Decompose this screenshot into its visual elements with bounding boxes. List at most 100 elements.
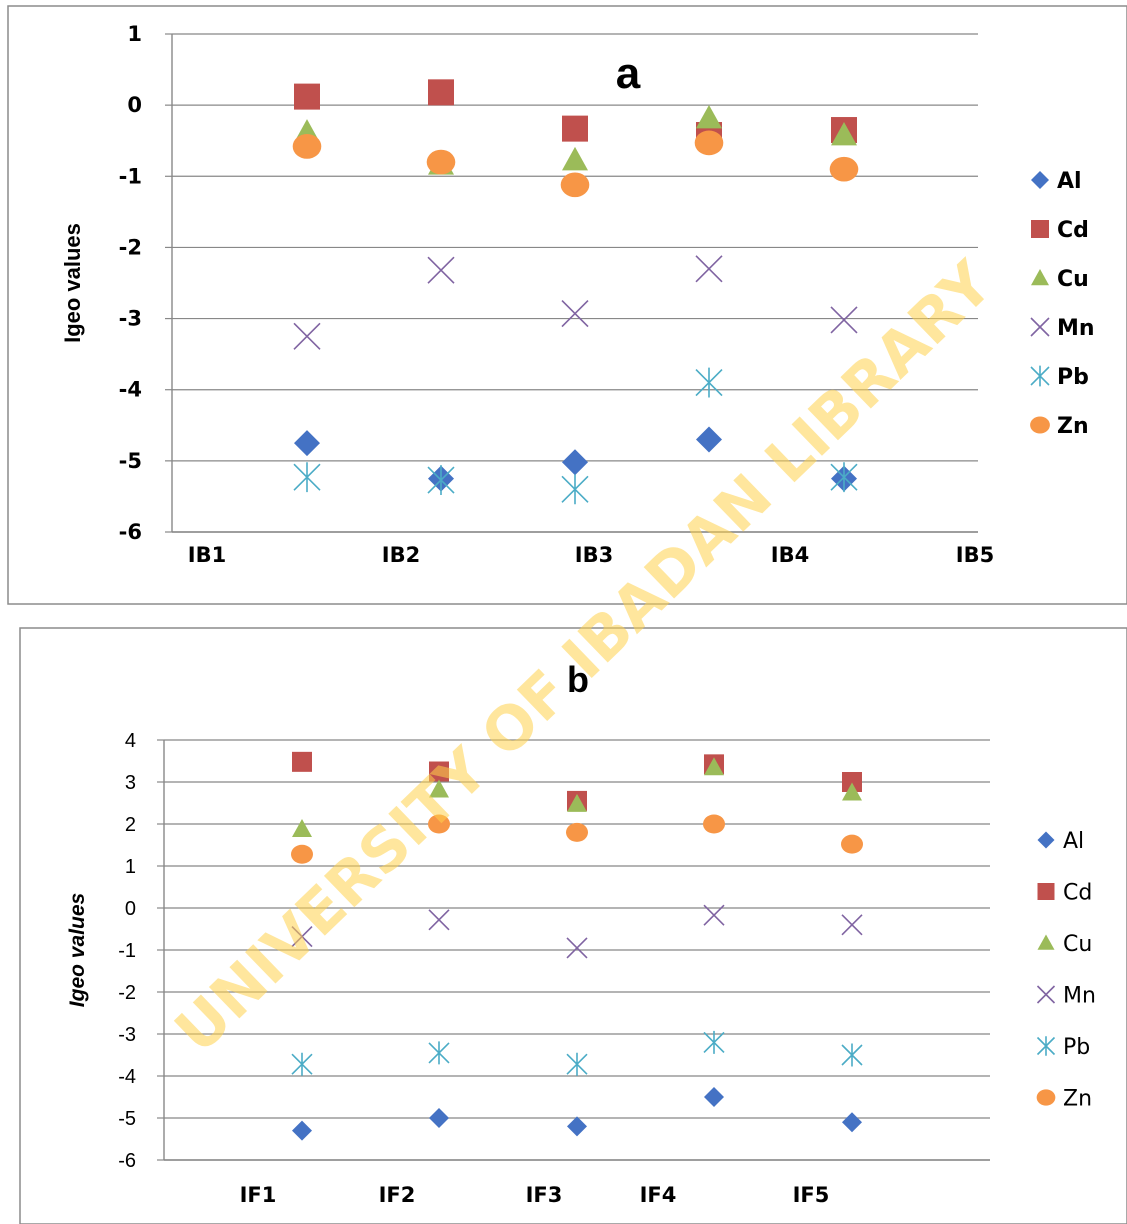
- series-zn: [291, 814, 863, 864]
- point-mn: [291, 925, 313, 948]
- y-tick-label: -5: [119, 449, 142, 473]
- point-al: [696, 426, 722, 453]
- point-cu: [562, 146, 588, 171]
- y-tick-label: -4: [119, 378, 142, 402]
- legend: Al Cd Cu Mn Pb Zn: [1036, 829, 1096, 1112]
- legend-label-cd: Cd: [1063, 881, 1092, 906]
- point-mn: [566, 937, 588, 959]
- series-pb: [293, 367, 858, 505]
- point-cu: [831, 122, 857, 146]
- point-cu: [292, 819, 312, 838]
- legend-marker-al: [1037, 831, 1055, 849]
- y-tick-label: 3: [125, 772, 136, 794]
- legend-marker-cd: [1031, 220, 1049, 238]
- point-zn: [291, 844, 313, 864]
- legend-marker-pb: [1030, 365, 1050, 387]
- point-pb: [428, 1041, 450, 1065]
- point-pb: [427, 465, 455, 496]
- point-mn: [428, 909, 450, 931]
- y-tick-label: 1: [125, 856, 136, 878]
- point-pb: [703, 1030, 725, 1054]
- x-tick-label: IB5: [956, 543, 994, 567]
- point-zn: [694, 130, 724, 156]
- legend-marker-pb: [1036, 1036, 1056, 1056]
- point-cd: [292, 751, 312, 772]
- legend-label-zn: Zn: [1057, 414, 1089, 439]
- chart-a: 1 0 -1 -2 -3 -4 -5 -6 IB1 IB2 IB3 IB4 IB5 Igeo values…: [7, 5, 1127, 605]
- legend-label-cu: Cu: [1057, 267, 1089, 292]
- legend: Al Cd Cu Mn Pb Zn: [1030, 169, 1095, 439]
- legend-marker-mn: [1030, 317, 1050, 337]
- point-mn: [841, 914, 863, 936]
- chart-b: 4 3 2 1 0 -1 -2 -3 -4 -5 -6 IF1 IF2 IF3 IF4 IF5 Igeo val…: [19, 627, 1127, 1224]
- y-tick-label: -3: [118, 1024, 136, 1046]
- point-pb: [566, 1052, 588, 1076]
- legend-marker-zn: [1030, 416, 1050, 434]
- y-tick-label: 0: [125, 898, 136, 920]
- point-cu: [842, 782, 862, 801]
- legend-marker-cu: [1037, 934, 1055, 950]
- y-axis-title: Igeo values: [66, 893, 89, 1007]
- point-cd: [842, 772, 862, 792]
- point-mn: [830, 306, 858, 334]
- y-tick-label: 1: [127, 22, 142, 46]
- x-tick-label: IB3: [575, 543, 613, 567]
- x-tick-label: IF1: [240, 1183, 277, 1207]
- legend-label-cd: Cd: [1057, 218, 1089, 243]
- point-mn: [695, 255, 723, 283]
- x-tick-label: IF2: [379, 1183, 416, 1207]
- series-mn: [293, 255, 858, 350]
- point-cd: [294, 83, 320, 110]
- series-zn: [292, 130, 859, 198]
- series-pb: [291, 1030, 863, 1076]
- legend-marker-zn: [1036, 1089, 1056, 1106]
- y-tick-label: 2: [125, 814, 136, 836]
- x-tick-label: IF5: [793, 1183, 830, 1207]
- legend-label-al: Al: [1063, 829, 1084, 854]
- legend-label-al: Al: [1057, 169, 1082, 194]
- point-cu: [704, 757, 724, 776]
- point-zn: [703, 814, 725, 834]
- series-cu: [292, 757, 862, 838]
- x-tick-label: IB1: [188, 543, 226, 567]
- point-cd: [429, 761, 449, 782]
- point-al: [842, 1112, 862, 1133]
- point-cu: [429, 779, 449, 798]
- point-al: [562, 449, 588, 476]
- x-tick-label: IB4: [771, 543, 809, 567]
- legend-label-pb: Pb: [1063, 1035, 1090, 1060]
- legend-label-pb: Pb: [1057, 365, 1089, 390]
- y-tick-label: -5: [118, 1108, 136, 1130]
- point-pb: [830, 462, 858, 493]
- point-al: [704, 1087, 724, 1107]
- x-tick-label: IF3: [526, 1183, 563, 1207]
- point-zn: [426, 149, 456, 175]
- y-axis-title: Igeo values: [60, 223, 85, 343]
- point-cd: [428, 79, 454, 106]
- point-zn: [829, 156, 859, 182]
- point-pb: [841, 1043, 863, 1067]
- point-zn: [428, 814, 450, 834]
- legend-label-mn: Mn: [1057, 316, 1095, 341]
- chart-frame: [19, 627, 1127, 1224]
- x-tick-label: IF4: [640, 1183, 677, 1207]
- point-zn: [841, 834, 863, 854]
- legend-marker-al: [1031, 171, 1049, 189]
- legend-label-cu: Cu: [1063, 932, 1092, 957]
- series-al: [292, 1087, 862, 1141]
- y-tick-label: 0: [127, 93, 142, 117]
- point-cu: [696, 104, 722, 129]
- point-mn: [293, 322, 321, 350]
- point-cd: [562, 115, 588, 142]
- point-al: [429, 1108, 449, 1128]
- y-tick-label: -4: [118, 1066, 136, 1088]
- y-tick-label: -2: [119, 235, 142, 259]
- point-pb: [291, 1052, 313, 1076]
- chart-title: a: [616, 49, 641, 98]
- x-tick-label: IB2: [382, 543, 420, 567]
- point-zn: [566, 822, 588, 842]
- legend-marker-cd: [1037, 883, 1055, 900]
- legend-marker-cu: [1031, 269, 1049, 286]
- legend-marker-mn: [1036, 985, 1056, 1004]
- y-tick-label: -6: [119, 520, 142, 544]
